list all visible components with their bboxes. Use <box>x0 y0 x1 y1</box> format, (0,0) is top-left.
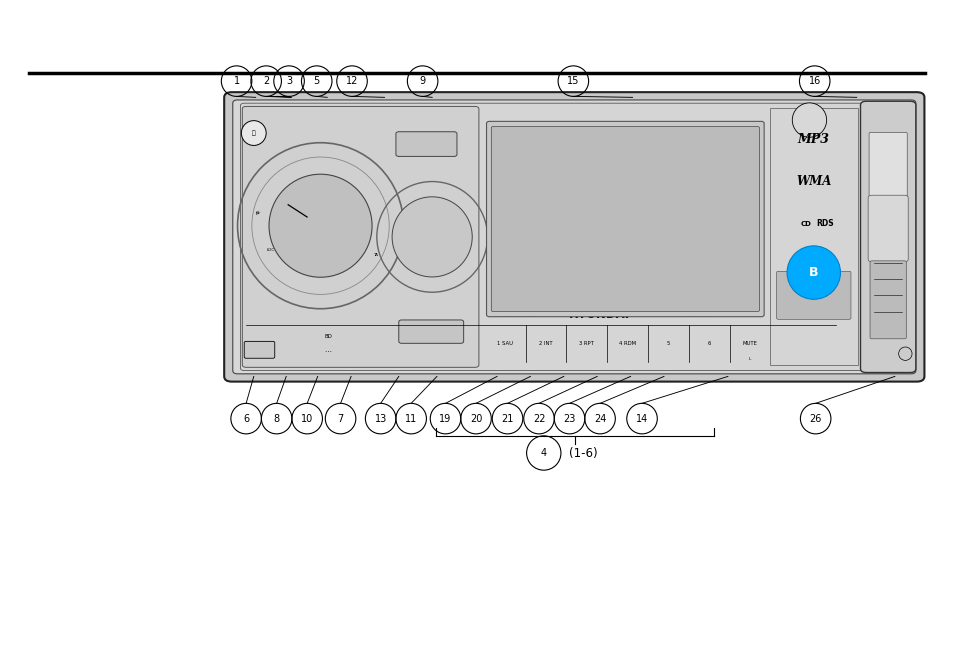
Text: 23: 23 <box>563 413 575 424</box>
Text: ⋯: ⋯ <box>324 349 332 355</box>
Text: ≡: ≡ <box>256 347 262 353</box>
Text: 10: 10 <box>301 413 313 424</box>
Ellipse shape <box>269 174 372 277</box>
Text: 20: 20 <box>470 413 481 424</box>
Ellipse shape <box>392 197 472 277</box>
Text: 11: 11 <box>405 413 416 424</box>
FancyBboxPatch shape <box>240 103 907 371</box>
Text: TA: TA <box>373 253 378 257</box>
FancyBboxPatch shape <box>398 320 463 343</box>
Text: 7: 7 <box>337 413 343 424</box>
Text: ✆: ✆ <box>882 221 893 236</box>
FancyBboxPatch shape <box>242 106 478 367</box>
Text: MUTE: MUTE <box>742 341 757 346</box>
Text: IL: IL <box>748 357 751 361</box>
Text: SCAN: SCAN <box>422 329 439 334</box>
Text: CD: CD <box>800 221 811 227</box>
FancyBboxPatch shape <box>867 195 907 262</box>
Text: 21: 21 <box>501 413 513 424</box>
Text: 5: 5 <box>666 341 670 346</box>
FancyBboxPatch shape <box>869 261 905 339</box>
Text: 15: 15 <box>567 76 578 86</box>
Text: WMA: WMA <box>795 175 831 188</box>
Text: 2 INT: 2 INT <box>538 341 552 346</box>
Text: 2: 2 <box>263 76 269 86</box>
Text: 8: 8 <box>274 413 279 424</box>
Text: ⏻: ⏻ <box>252 130 255 136</box>
Text: ST: ST <box>341 266 347 270</box>
Text: BD: BD <box>324 334 332 339</box>
Text: 24: 24 <box>594 413 605 424</box>
Ellipse shape <box>786 246 840 299</box>
Text: ►►: ►► <box>454 234 461 239</box>
Text: 6: 6 <box>707 341 710 346</box>
Text: LOC: LOC <box>267 249 274 252</box>
Text: 9: 9 <box>419 76 425 86</box>
Text: 3 RPT: 3 RPT <box>578 341 594 346</box>
Text: 13: 13 <box>375 413 386 424</box>
Text: 26: 26 <box>809 413 821 424</box>
Text: 4 RDM: 4 RDM <box>618 341 636 346</box>
FancyBboxPatch shape <box>769 108 857 365</box>
Text: 16: 16 <box>808 76 820 86</box>
Text: ◄◄: ◄◄ <box>402 234 410 239</box>
Text: ▲: ▲ <box>806 117 811 123</box>
FancyBboxPatch shape <box>395 132 456 156</box>
Text: 6: 6 <box>243 413 249 424</box>
Text: RDS: RDS <box>816 219 833 228</box>
Text: DIGITAL
AUDIO: DIGITAL AUDIO <box>805 291 821 300</box>
Text: AF: AF <box>326 182 334 188</box>
Text: B: B <box>808 266 818 279</box>
Text: 1: 1 <box>233 76 239 86</box>
FancyBboxPatch shape <box>860 101 915 373</box>
Text: MP3: MP3 <box>797 133 829 146</box>
Text: 22: 22 <box>532 413 545 424</box>
Text: 19: 19 <box>439 413 451 424</box>
Text: 3: 3 <box>286 76 292 86</box>
Ellipse shape <box>241 121 266 145</box>
FancyBboxPatch shape <box>244 341 274 358</box>
FancyBboxPatch shape <box>868 132 906 232</box>
Text: 4: 4 <box>540 448 546 458</box>
Text: 12: 12 <box>346 76 357 86</box>
FancyBboxPatch shape <box>224 92 923 382</box>
Text: ...: ... <box>424 131 428 136</box>
FancyBboxPatch shape <box>776 271 850 319</box>
Text: 14: 14 <box>636 413 647 424</box>
FancyBboxPatch shape <box>233 100 915 374</box>
Text: HYUNDAI: HYUNDAI <box>568 308 629 321</box>
Text: 50Wx4: 50Wx4 <box>682 310 711 319</box>
Ellipse shape <box>791 103 825 137</box>
Text: (1-6): (1-6) <box>568 447 597 459</box>
FancyBboxPatch shape <box>491 127 759 312</box>
Text: AS: AS <box>254 210 262 216</box>
Text: MODE: MODE <box>416 141 436 147</box>
Text: 1 SAU: 1 SAU <box>497 341 513 346</box>
Text: 5: 5 <box>314 76 319 86</box>
FancyBboxPatch shape <box>486 121 763 317</box>
Text: ...: ... <box>429 320 433 325</box>
Text: H-CDM8038: H-CDM8038 <box>494 312 536 318</box>
